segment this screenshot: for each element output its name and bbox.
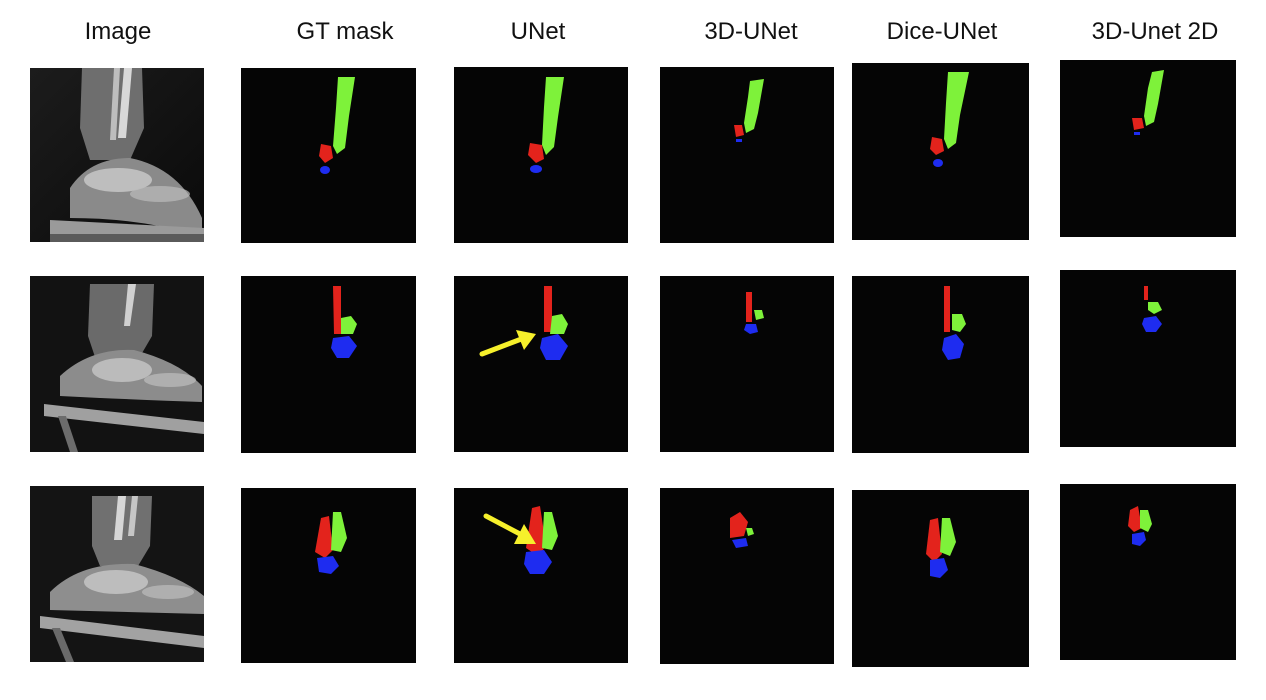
column-header-image: Image xyxy=(84,18,152,45)
column-header-unet: UNet xyxy=(510,18,566,45)
3d-unet-2d-prediction-row-2 xyxy=(1060,270,1236,447)
unet-prediction-row-2 xyxy=(454,276,628,452)
3d-unet-2d-prediction-row-3 xyxy=(1060,484,1236,660)
3d-unet-prediction-row-1 xyxy=(660,67,834,243)
ct-image-row-1 xyxy=(30,68,204,242)
column-header-gt-mask: GT mask xyxy=(296,18,394,45)
arrow-icon xyxy=(483,513,536,544)
dice-unet-prediction-row-1 xyxy=(852,63,1029,240)
dice-unet-prediction-row-2 xyxy=(852,276,1029,453)
column-header-3d-unet: 3D-UNet xyxy=(704,18,798,45)
ct-image-row-2 xyxy=(30,276,204,452)
gt-mask-row-2 xyxy=(241,276,416,453)
ct-image-row-3 xyxy=(30,486,204,662)
arrow-icon xyxy=(479,330,536,357)
gt-mask-row-3 xyxy=(241,488,416,663)
dice-unet-prediction-row-3 xyxy=(852,490,1029,667)
unet-prediction-row-1 xyxy=(454,67,628,243)
3d-unet-prediction-row-3 xyxy=(660,488,834,664)
column-header-3d-unet-2d: 3D-Unet 2D xyxy=(1091,18,1219,45)
3d-unet-2d-prediction-row-1 xyxy=(1060,60,1236,237)
unet-prediction-row-3 xyxy=(454,488,628,663)
column-header-dice-unet: Dice-UNet xyxy=(886,18,998,45)
3d-unet-prediction-row-2 xyxy=(660,276,834,452)
gt-mask-row-1 xyxy=(241,68,416,243)
